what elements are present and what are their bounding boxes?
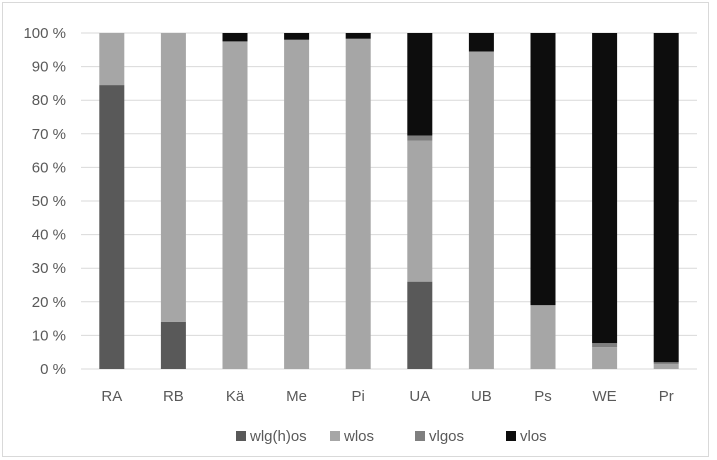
bar-segment-vlos-Me — [284, 33, 310, 40]
x-tick-label: Ps — [534, 388, 552, 405]
y-tick-label: 60 % — [32, 159, 66, 176]
bar-segment-wlos-Pi — [345, 38, 371, 369]
bar-segment-wlos-WE — [592, 347, 618, 369]
x-tick-label: UA — [409, 388, 430, 405]
y-tick-label: 100 % — [23, 25, 66, 42]
x-tick-label: Me — [286, 388, 307, 405]
x-tick-label: RB — [163, 388, 184, 405]
legend-swatch — [236, 431, 246, 441]
bar-segment-wlghos-RA — [99, 85, 125, 369]
legend: wlg(h)os wlos vlgos vlos — [236, 428, 547, 445]
x-tick-label: RA — [101, 388, 122, 405]
legend-label: vlos — [520, 428, 547, 445]
bar-segment-wlos-Kä — [222, 41, 248, 370]
y-tick-label: 20 % — [32, 294, 66, 311]
y-tick-label: 90 % — [32, 59, 66, 76]
y-tick-label: 0 % — [40, 361, 66, 378]
x-axis-ticks: RA RB Kä Me Pi UA UB Ps WE Pr — [101, 388, 673, 405]
bar-segment-wlos-Ps — [530, 305, 556, 369]
y-tick-label: 40 % — [32, 227, 66, 244]
y-tick-label: 30 % — [32, 260, 66, 277]
legend-swatch — [330, 431, 340, 441]
bar-segment-wlos-Pr — [653, 363, 679, 369]
legend-label: wlg(h)os — [249, 428, 307, 445]
bar-segment-vlos-Kä — [222, 33, 248, 42]
bar-segment-vlgos-Pr — [653, 362, 679, 364]
bar-segment-vlos-Pi — [345, 33, 371, 39]
x-tick-label: Pi — [352, 388, 365, 405]
bars — [99, 33, 679, 370]
bar-segment-vlgos-UA — [407, 135, 433, 141]
x-tick-label: UB — [471, 388, 492, 405]
legend-label: wlos — [343, 428, 374, 445]
y-tick-label: 70 % — [32, 126, 66, 143]
bar-segment-vlos-UB — [468, 33, 494, 52]
bar-segment-wlos-RB — [160, 33, 186, 322]
bar-segment-vlos-WE — [592, 33, 618, 344]
bar-segment-wlghos-UA — [407, 281, 433, 369]
bar-segment-vlos-Ps — [530, 33, 556, 306]
y-tick-label: 10 % — [32, 327, 66, 344]
y-tick-label: 80 % — [32, 92, 66, 109]
bar-segment-wlos-Me — [284, 39, 310, 369]
legend-swatch — [415, 431, 425, 441]
bar-segment-vlos-UA — [407, 33, 433, 136]
x-tick-label: Pr — [659, 388, 674, 405]
bar-segment-wlghos-RB — [160, 321, 186, 369]
x-tick-label: Kä — [226, 388, 245, 405]
y-axis-ticks: 0 % 10 % 20 % 30 % 40 % 50 % 60 % 70 % 80 % 90 % 1… — [23, 25, 66, 378]
x-tick-label: WE — [593, 388, 617, 405]
legend-swatch — [506, 431, 516, 441]
bar-segment-wlos-UA — [407, 140, 433, 282]
legend-label: vlgos — [429, 428, 464, 445]
bar-segment-wlos-RA — [99, 33, 125, 86]
bar-segment-vlos-Pr — [653, 33, 679, 363]
bar-segment-vlgos-WE — [592, 343, 618, 348]
y-tick-label: 50 % — [32, 193, 66, 210]
bar-segment-wlos-UB — [468, 51, 494, 369]
